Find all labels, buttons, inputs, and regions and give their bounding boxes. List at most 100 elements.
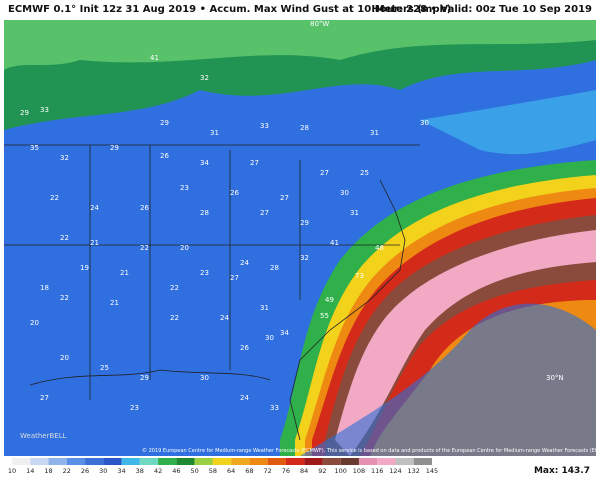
- map-value: 31: [370, 129, 379, 137]
- colorbar-segment: [121, 458, 140, 465]
- colorbar-tick: 58: [209, 467, 217, 475]
- map-value: 22: [170, 284, 179, 292]
- map-value: 31: [260, 304, 269, 312]
- map-value: 30: [340, 189, 349, 197]
- map-value: 27: [40, 394, 49, 402]
- map-value: 32: [200, 74, 209, 82]
- colorbar-segment: [176, 458, 195, 465]
- colorbar-segment: [194, 458, 213, 465]
- colorbar-segment: [158, 458, 177, 465]
- map-value: 30: [265, 334, 274, 342]
- map-value: 29: [300, 219, 309, 227]
- colorbar-tick: 46: [172, 467, 180, 475]
- colorbar-segment: [231, 458, 250, 465]
- colorbar-tick: 100: [334, 467, 346, 475]
- colorbar-segment: [85, 458, 104, 465]
- colorbar-segment: [285, 458, 305, 465]
- colorbar-segment: [340, 458, 359, 465]
- map-value: 34: [200, 159, 209, 167]
- map-value: 18: [40, 284, 49, 292]
- map-value: 22: [140, 244, 149, 252]
- map-value: 19: [80, 264, 89, 272]
- colorbar-tick: 50: [190, 467, 198, 475]
- map-value: 48: [375, 244, 384, 252]
- logo: WeatherBELL: [20, 432, 67, 440]
- colorbar-tick: 18: [44, 467, 52, 475]
- brown-band: [325, 215, 596, 456]
- map-value: 26: [140, 204, 149, 212]
- map-value: 28: [270, 264, 279, 272]
- colorbar-tick: 132: [408, 467, 420, 475]
- map-value: 27: [320, 169, 329, 177]
- lat-label: 30°N: [546, 374, 564, 382]
- map-value: 33: [40, 106, 49, 114]
- map-value: 29: [160, 119, 169, 127]
- colorbar-tick: 145: [426, 467, 438, 475]
- map-value: 33: [270, 404, 279, 412]
- map-value: 27: [280, 194, 289, 202]
- map-value: 34: [280, 329, 289, 337]
- colorbar-tick: 30: [99, 467, 107, 475]
- map-value: 28: [200, 209, 209, 217]
- map-value: 27: [250, 159, 259, 167]
- map-value: 23: [200, 269, 209, 277]
- map-value: 31: [210, 129, 219, 137]
- map-value: 32: [60, 154, 69, 162]
- colorbar-tick: 84: [300, 467, 308, 475]
- map-value: 29: [140, 374, 149, 382]
- colorbar-segment: [358, 458, 378, 465]
- colorbar-tick: 26: [81, 467, 89, 475]
- map-value: 24: [240, 394, 249, 402]
- colorbar-tick: 22: [63, 467, 71, 475]
- map-value: 20: [180, 244, 189, 252]
- map-value: 21: [110, 299, 119, 307]
- header: ECMWF 0.1° Init 12z 31 Aug 2019 • Accum.…: [0, 0, 600, 20]
- colorbar-tick: 116: [371, 467, 383, 475]
- green-light: [4, 20, 596, 70]
- colorbar-segment: [139, 458, 159, 465]
- map-value: 26: [230, 189, 239, 197]
- map-value: 27: [260, 209, 269, 217]
- colorbar-tick: 68: [245, 467, 253, 475]
- south-blue: [300, 303, 596, 456]
- map-value: 22: [60, 234, 69, 242]
- colorbar-segment: [249, 458, 268, 465]
- map-value: 29: [20, 109, 29, 117]
- colorbar-segment: [12, 458, 31, 465]
- lon-label: 80°W: [310, 20, 329, 28]
- map-value: 30: [200, 374, 209, 382]
- colorbar-segment: [66, 458, 86, 465]
- header-right: Hour: 228 • Valid: 00z Tue 10 Sep 2019: [371, 4, 592, 15]
- colorbar-segment: [48, 458, 67, 465]
- map-value: 41: [150, 54, 159, 62]
- map-value: 20: [30, 319, 39, 327]
- boundaries: [4, 144, 420, 441]
- max-value: Max: 143.7: [534, 466, 590, 476]
- map-value: 49: [325, 296, 334, 304]
- colorbar-segment: [30, 458, 49, 465]
- colorbar-tick: 92: [318, 467, 326, 475]
- map-value: 24: [220, 314, 229, 322]
- map-value: 28: [300, 124, 309, 132]
- colorbar-segment: [413, 458, 432, 465]
- map-value: 35: [30, 144, 39, 152]
- ocean-blue: [420, 90, 596, 155]
- map-value: 25: [100, 364, 109, 372]
- colorbar-segment: [212, 458, 232, 465]
- map-value: 29: [110, 144, 119, 152]
- map-value: 55: [320, 312, 329, 320]
- map-value: 22: [50, 194, 59, 202]
- colorbar-tick: 42: [154, 467, 162, 475]
- colorbar-tick: 38: [136, 467, 144, 475]
- map-value: 24: [90, 204, 99, 212]
- map-value: 33: [260, 122, 269, 130]
- map-value: 27: [230, 274, 239, 282]
- map-value: 23: [130, 404, 139, 412]
- colorbar-segment: [304, 458, 323, 465]
- colorbar-tick: 64: [227, 467, 235, 475]
- map-value: 21: [90, 239, 99, 247]
- colorbar-tick: 72: [264, 467, 272, 475]
- map-value: 26: [160, 152, 169, 160]
